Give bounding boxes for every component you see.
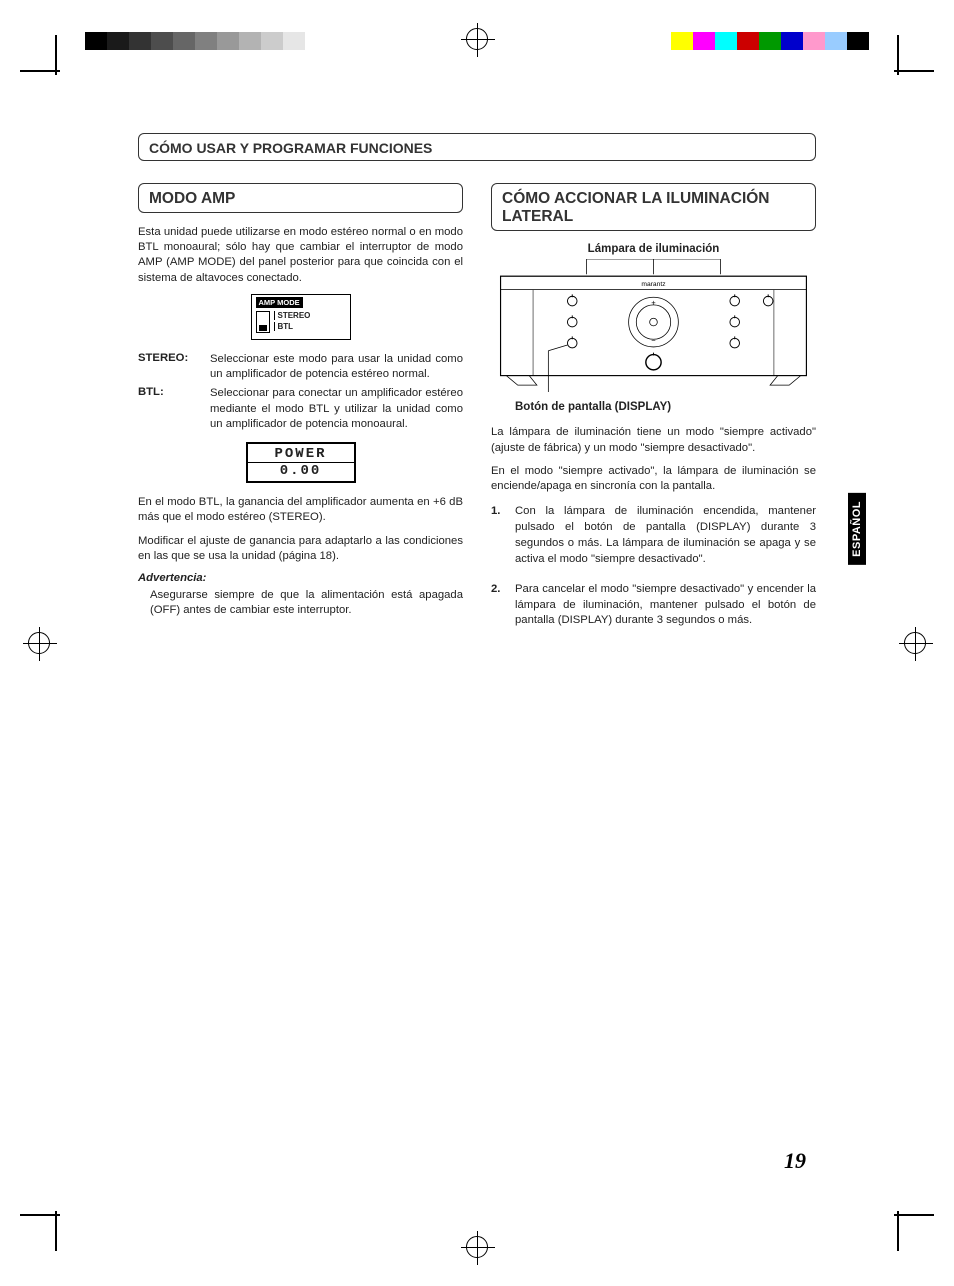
illum-para2: En el modo "siempre activado", la lámpar…: [491, 464, 816, 495]
section-title-amp: MODO AMP: [138, 183, 463, 213]
steps-list: Con la lámpara de iluminación encendida,…: [491, 504, 816, 629]
right-column: CÓMO ACCIONAR LA ILUMINACIÓN LATERAL Lám…: [491, 183, 816, 643]
registration-mark: [466, 28, 488, 50]
lcd-line2: 0.00: [248, 463, 354, 479]
stereo-def: Seleccionar este modo para usar la unida…: [210, 352, 463, 383]
registration-mark: [466, 1236, 488, 1258]
device-figure: Lámpara de iluminación marantz: [491, 243, 816, 414]
warning-title: Advertencia:: [138, 572, 463, 584]
language-tab: ESPAÑOL: [848, 493, 866, 565]
brand-text: marantz: [641, 280, 666, 287]
page-header: CÓMO USAR Y PROGRAMAR FUNCIONES: [138, 133, 816, 161]
gray-bar: [85, 32, 327, 50]
color-bar: [671, 32, 869, 50]
switch-opt-btl: BTL: [274, 322, 311, 331]
switch-box: [256, 311, 270, 333]
btl-def: Seleccionar para conectar un amplificado…: [210, 386, 463, 432]
btl-term: BTL:: [138, 386, 204, 432]
svg-text:+: +: [651, 298, 656, 307]
amp-mode-switch-diagram: AMP MODE STEREO BTL: [251, 294, 351, 340]
step-2: Para cancelar el modo "siempre desactiva…: [491, 582, 816, 629]
device-diagram: marantz + −: [491, 259, 816, 393]
step-1: Con la lámpara de iluminación encendida,…: [491, 504, 816, 567]
illum-para1: La lámpara de iluminación tiene un modo …: [491, 425, 816, 456]
lamp-label: Lámpara de iluminación: [491, 243, 816, 255]
gain-adjust-text: Modificar el ajuste de ganancia para ada…: [138, 534, 463, 565]
display-button-label: Botón de pantalla (DISPLAY): [491, 401, 816, 413]
registration-mark: [904, 632, 926, 654]
registration-mark: [28, 632, 50, 654]
page-number: 19: [784, 1148, 806, 1174]
section-title-illum: CÓMO ACCIONAR LA ILUMINACIÓN LATERAL: [491, 183, 816, 231]
stereo-term: STEREO:: [138, 352, 204, 383]
warning-body: Asegurarse siempre de que la alimentació…: [138, 588, 463, 619]
lcd-display: POWER 0.00: [246, 442, 356, 483]
mode-definitions: STEREO: Seleccionar este modo para usar …: [138, 352, 463, 432]
switch-title: AMP MODE: [256, 297, 303, 308]
page-content: CÓMO USAR Y PROGRAMAR FUNCIONES MODO AMP…: [88, 88, 866, 1198]
lcd-line1: POWER: [248, 446, 354, 463]
btl-gain-text: En el modo BTL, la ganancia del amplific…: [138, 495, 463, 526]
left-column: MODO AMP Esta unidad puede utilizarse en…: [138, 183, 463, 643]
svg-text:−: −: [651, 336, 656, 345]
switch-opt-stereo: STEREO: [274, 311, 311, 320]
intro-text: Esta unidad puede utilizarse en modo est…: [138, 225, 463, 286]
